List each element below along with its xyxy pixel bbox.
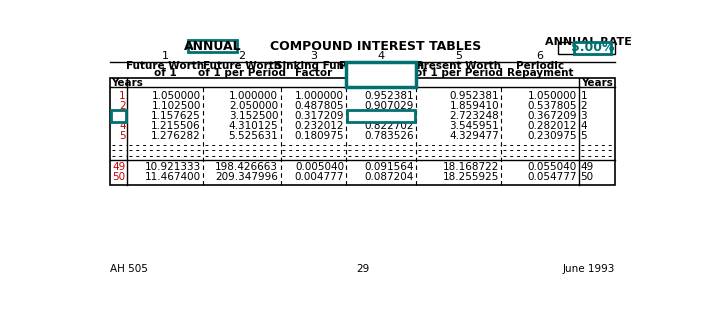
Text: 0.952381: 0.952381 <box>364 91 414 101</box>
Text: AH 505: AH 505 <box>110 264 148 274</box>
Text: 1: 1 <box>162 51 168 61</box>
Text: 0.822702: 0.822702 <box>364 121 414 131</box>
Text: 1.000000: 1.000000 <box>229 91 279 101</box>
Text: Factor: Factor <box>295 68 332 78</box>
Text: 4: 4 <box>580 121 587 131</box>
Text: 50: 50 <box>580 172 594 182</box>
Text: 1: 1 <box>580 91 587 101</box>
Text: 209.347996: 209.347996 <box>216 172 279 182</box>
Text: 1.102500: 1.102500 <box>151 101 201 111</box>
Text: 1.000000: 1.000000 <box>295 91 344 101</box>
Text: 11.467400: 11.467400 <box>145 172 201 182</box>
Text: Repayment: Repayment <box>507 68 573 78</box>
Text: 3.545951: 3.545951 <box>450 121 499 131</box>
Text: 3: 3 <box>119 111 126 121</box>
Bar <box>346 62 416 87</box>
Text: 0.783526: 0.783526 <box>364 131 414 142</box>
Text: 10.921333: 10.921333 <box>144 162 201 172</box>
Text: 2: 2 <box>119 101 126 111</box>
Text: Present Worth: Present Worth <box>339 61 423 71</box>
Text: Years: Years <box>581 78 613 87</box>
Text: ANNUAL RATE: ANNUAL RATE <box>545 37 631 48</box>
Text: Years: Years <box>112 78 144 87</box>
Text: 4: 4 <box>378 51 385 61</box>
Text: 49: 49 <box>112 162 126 172</box>
Text: 4.329477: 4.329477 <box>450 131 499 142</box>
Text: June 1993: June 1993 <box>562 264 614 274</box>
Text: 0.005040: 0.005040 <box>295 162 344 172</box>
Text: 0.317209: 0.317209 <box>295 111 344 121</box>
Text: 50: 50 <box>112 172 126 182</box>
Text: 5.525631: 5.525631 <box>228 131 279 142</box>
Text: 5: 5 <box>580 131 587 142</box>
Text: 0.282012: 0.282012 <box>527 121 577 131</box>
Text: Present Worth: Present Worth <box>416 61 501 71</box>
Text: 0.863838: 0.863838 <box>364 111 414 121</box>
Text: 2: 2 <box>238 51 245 61</box>
Text: 1.157625: 1.157625 <box>151 111 201 121</box>
Text: of 1: of 1 <box>153 68 177 78</box>
Text: 3: 3 <box>580 111 587 121</box>
Text: 0.952381: 0.952381 <box>450 91 499 101</box>
Text: 0.907029: 0.907029 <box>365 101 414 111</box>
Text: 2.050000: 2.050000 <box>229 101 279 111</box>
Text: 5.00%: 5.00% <box>571 41 614 54</box>
Text: 29: 29 <box>356 264 369 274</box>
Text: 18.168722: 18.168722 <box>443 162 499 172</box>
Text: 1.050000: 1.050000 <box>527 91 577 101</box>
Text: 0.537805: 0.537805 <box>527 101 577 111</box>
Text: 0.863838: 0.863838 <box>364 111 414 121</box>
Text: 49: 49 <box>580 162 594 172</box>
Text: ANNUAL: ANNUAL <box>184 40 241 53</box>
Text: 0.054777: 0.054777 <box>527 172 577 182</box>
Text: Sinking Fund: Sinking Fund <box>275 61 352 71</box>
Text: 18.255925: 18.255925 <box>443 172 499 182</box>
Text: 3.152500: 3.152500 <box>229 111 279 121</box>
Text: 6: 6 <box>537 51 544 61</box>
Text: 0.232012: 0.232012 <box>295 121 344 131</box>
Bar <box>187 40 237 53</box>
Text: 198.426663: 198.426663 <box>215 162 279 172</box>
Text: Future Worth: Future Worth <box>126 61 204 71</box>
Text: of 1: of 1 <box>370 68 392 78</box>
Text: 0.087204: 0.087204 <box>365 172 414 182</box>
Text: 0.055040: 0.055040 <box>527 162 577 172</box>
Bar <box>558 42 615 54</box>
Text: 3: 3 <box>119 111 126 121</box>
Text: COMPOUND INTEREST TABLES: COMPOUND INTEREST TABLES <box>269 40 481 53</box>
Text: 2: 2 <box>580 101 587 111</box>
Text: Present Worth: Present Worth <box>339 61 423 71</box>
Bar <box>347 110 416 122</box>
Text: 0.487805: 0.487805 <box>295 101 344 111</box>
Text: 1.859410: 1.859410 <box>450 101 499 111</box>
Text: 4.310125: 4.310125 <box>228 121 279 131</box>
Bar <box>110 78 614 185</box>
Text: 1.050000: 1.050000 <box>151 91 201 101</box>
Text: 1: 1 <box>119 91 126 101</box>
Text: 1.215506: 1.215506 <box>151 121 201 131</box>
Text: 0.367209: 0.367209 <box>527 111 577 121</box>
Text: 0.091564: 0.091564 <box>364 162 414 172</box>
Bar <box>111 110 127 122</box>
Text: of 1 per Period: of 1 per Period <box>415 68 503 78</box>
Text: 0.230975: 0.230975 <box>527 131 577 142</box>
Bar <box>574 42 611 54</box>
Text: 0.004777: 0.004777 <box>295 172 344 182</box>
Text: 4: 4 <box>119 121 126 131</box>
Text: of 1 per Period: of 1 per Period <box>198 68 286 78</box>
Text: 5: 5 <box>119 131 126 142</box>
Text: 0.180975: 0.180975 <box>295 131 344 142</box>
Text: 5: 5 <box>455 51 462 61</box>
Text: 3: 3 <box>310 51 317 61</box>
Text: of 1: of 1 <box>370 68 392 78</box>
Text: 1.276282: 1.276282 <box>151 131 201 142</box>
Text: Future Worth: Future Worth <box>203 61 281 71</box>
Text: Periodic: Periodic <box>516 61 564 71</box>
Text: 2.723248: 2.723248 <box>450 111 499 121</box>
